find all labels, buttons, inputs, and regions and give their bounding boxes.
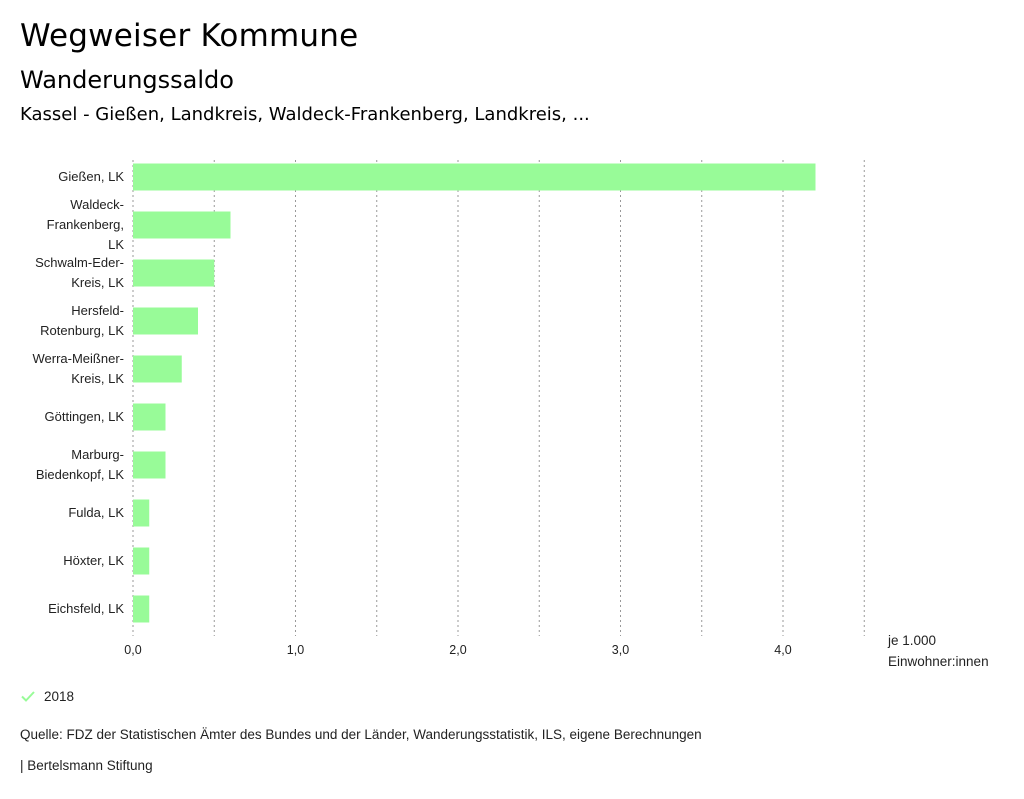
category-label: Göttingen, LK xyxy=(45,409,125,424)
x-axis-unit: je 1.000 Einwohner:innen xyxy=(888,630,989,672)
bar[interactable] xyxy=(133,499,150,527)
category-label: Höxter, LK xyxy=(63,553,124,568)
bar[interactable] xyxy=(133,451,166,479)
category-label: Werra-Meißner-Kreis, LK xyxy=(33,351,125,386)
x-tick-label: 3,0 xyxy=(612,643,629,657)
legend-label: 2018 xyxy=(44,688,75,704)
category-label: Marburg-Biedenkopf, LK xyxy=(36,447,125,482)
grid-lines xyxy=(132,160,865,636)
chart-subtitle: Wanderungssaldo xyxy=(20,66,234,94)
x-tick-label: 2,0 xyxy=(449,643,466,657)
category-label: Hersfeld-Rotenburg, LK xyxy=(40,303,124,338)
category-label: Waldeck-Frankenberg, LK xyxy=(47,197,125,252)
x-axis-unit-line-1: je 1.000 xyxy=(888,633,937,648)
x-axis-unit-line-2: Einwohner:innen xyxy=(888,654,989,669)
region-selection: Kassel - Gießen, Landkreis, Waldeck-Fran… xyxy=(20,104,590,125)
check-icon[interactable] xyxy=(20,688,36,704)
x-tick-label: 4,0 xyxy=(774,643,791,657)
legend[interactable]: 2018 xyxy=(20,688,74,704)
bar[interactable] xyxy=(133,547,150,575)
category-labels: Gießen, LK Waldeck-Frankenberg, LKSchwalm-… xyxy=(33,169,125,616)
x-tick-label: 1,0 xyxy=(287,643,304,657)
source-note: Quelle: FDZ der Statistischen Ämter des … xyxy=(20,727,702,742)
bar[interactable] xyxy=(133,259,215,287)
bar[interactable] xyxy=(133,595,150,623)
category-label: Eichsfeld, LK xyxy=(48,601,124,616)
brand-label: | Bertelsmann Stiftung xyxy=(20,758,153,773)
category-label: Fulda, LK xyxy=(68,505,124,520)
page-title: Wegweiser Kommune xyxy=(20,18,359,54)
bar-chart: Gießen, LK Waldeck-Frankenberg, LKSchwalm-… xyxy=(33,160,865,657)
bar[interactable] xyxy=(133,307,198,335)
x-tick-label: 0,0 xyxy=(124,643,141,657)
bar[interactable] xyxy=(133,211,231,239)
bar[interactable] xyxy=(133,403,166,431)
bar[interactable] xyxy=(133,355,182,383)
bars xyxy=(133,163,816,623)
x-axis-ticks: 0,0 1,0 2,0 3,0 4,0 xyxy=(124,643,791,657)
bar[interactable] xyxy=(133,163,816,191)
category-label: Schwalm-Eder-Kreis, LK xyxy=(35,255,124,290)
category-label: Gießen, LK xyxy=(58,169,124,184)
